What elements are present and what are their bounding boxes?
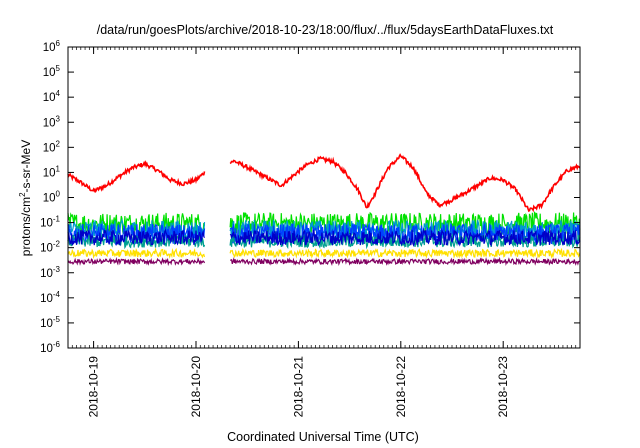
y-tick-exp: -6 (53, 340, 61, 349)
y-tick-exp: 5 (56, 64, 61, 73)
svg-text:protons/cm2-s-sr-MeV: protons/cm2-s-sr-MeV (18, 140, 33, 256)
y-tick-label: 10-3 (40, 265, 60, 280)
y-tick-label: 10-2 (40, 240, 60, 255)
y-tick-exp: 4 (56, 89, 61, 98)
y-tick-base: 10 (43, 67, 56, 79)
y-tick-label: 105 (43, 64, 61, 79)
y-tick-label: 106 (43, 39, 61, 54)
series-line-7 (67, 256, 581, 267)
y-tick-base: 10 (43, 92, 56, 104)
y-tick-exp: 0 (56, 190, 61, 199)
x-tick-label: 2018-10-23 (496, 356, 510, 418)
y-tick-exp: 6 (56, 39, 61, 48)
y-tick-label: 10-4 (40, 290, 60, 305)
plot-frame (67, 46, 581, 349)
y-tick-exp: -1 (53, 215, 61, 224)
y-tick-exp: -3 (53, 265, 61, 274)
y-tick-exp: 3 (56, 114, 61, 123)
y-tick-exp: -4 (53, 290, 61, 299)
y-tick-label: 10-1 (40, 215, 60, 230)
series-layer (67, 153, 581, 267)
chart-title: /data/run/goesPlots/archive/2018-10-23/1… (97, 23, 554, 37)
y-tick-base: 10 (43, 117, 56, 129)
y-tick-base: 10 (43, 42, 56, 54)
y-axis-label: protons/cm2-s-sr-MeV (18, 140, 33, 256)
x-tick-label: 2018-10-22 (394, 356, 408, 418)
y-label-part-1: protons/cm (19, 197, 33, 256)
y-label-sup: 2 (18, 192, 27, 197)
series-line-0 (67, 153, 581, 213)
y-tick-label: 103 (43, 114, 61, 129)
y-tick-base: 10 (40, 318, 53, 330)
y-tick-base: 10 (43, 167, 56, 179)
y-tick-exp: 1 (56, 164, 61, 173)
y-tick-label: 102 (43, 139, 61, 154)
y-tick-base: 10 (40, 343, 53, 355)
y-tick-base: 10 (40, 243, 53, 255)
y-label-part-2: -s-sr-MeV (19, 140, 33, 193)
x-axis-label: Coordinated Universal Time (UTC) (227, 430, 419, 444)
y-tick-label: 100 (43, 190, 61, 205)
x-tick-label: 2018-10-19 (87, 356, 101, 418)
y-tick-label: 101 (43, 164, 61, 179)
y-tick-base: 10 (40, 293, 53, 305)
y-tick-base: 10 (43, 193, 56, 205)
y-tick-label: 10-5 (40, 315, 60, 330)
series-line-6 (67, 247, 581, 260)
y-tick-base: 10 (40, 218, 53, 230)
x-tick-label: 2018-10-20 (189, 356, 203, 418)
y-tick-exp: -5 (53, 315, 61, 324)
y-tick-label: 104 (43, 89, 61, 104)
y-tick-exp: -2 (53, 240, 61, 249)
axes-layer: 10-610-510-410-310-210-11001011021031041… (40, 39, 581, 418)
series-line-5 (67, 228, 581, 247)
y-tick-base: 10 (40, 268, 53, 280)
y-tick-label: 10-6 (40, 340, 60, 355)
y-tick-exp: 2 (56, 139, 61, 148)
y-tick-base: 10 (43, 142, 56, 154)
x-tick-label: 2018-10-21 (291, 356, 305, 418)
